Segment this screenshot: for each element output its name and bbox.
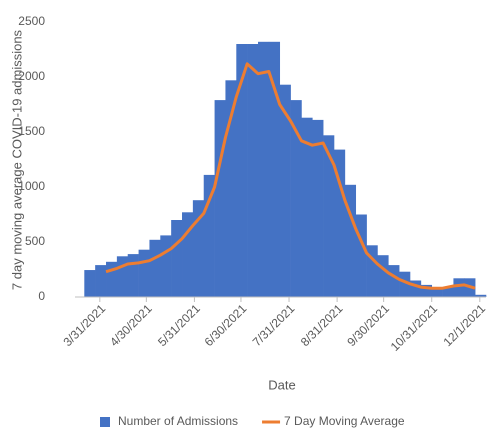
bar: [388, 265, 400, 297]
x-axis-label: Date: [268, 377, 295, 392]
bar: [127, 254, 139, 297]
legend-label: Number of Admissions: [118, 414, 238, 428]
bar: [301, 117, 313, 297]
bar: [268, 41, 281, 297]
bar: [290, 100, 302, 297]
bar: [95, 265, 107, 297]
y-tick-label: 2000: [18, 69, 45, 83]
bar: [453, 278, 465, 297]
x-tick-label: 6/30/2021: [202, 301, 250, 349]
bar: [138, 249, 150, 297]
y-axis-label: 7 day moving average COVID-19 admissions: [9, 29, 24, 290]
bar: [149, 239, 161, 297]
legend-swatch: [100, 417, 110, 427]
x-tick-label: 3/31/2021: [61, 301, 109, 349]
bar: [171, 220, 183, 297]
y-tick-label: 0: [38, 289, 45, 303]
y-tick-label: 1500: [18, 124, 45, 138]
line: [105, 62, 476, 290]
bar: [399, 271, 411, 297]
x-tick-label: 4/30/2021: [107, 301, 155, 349]
bar: [344, 184, 357, 297]
x-tick-label: 9/30/2021: [344, 301, 392, 349]
bar: [192, 200, 205, 297]
x-tick-label: 10/31/2021: [388, 301, 441, 354]
bar: [475, 294, 487, 297]
bar: [420, 284, 433, 297]
bar: [225, 80, 237, 297]
legend-label: 7 Day Moving Average: [284, 414, 405, 428]
bar: [258, 41, 270, 297]
y-tick-label: 500: [25, 234, 45, 248]
x-tick-label: 8/31/2021: [298, 301, 346, 349]
bar: [442, 287, 454, 297]
bar: [236, 44, 248, 297]
bar: [84, 270, 96, 297]
bar: [116, 256, 129, 297]
bar: [323, 135, 335, 297]
x-tick-label: 12/1/2021: [441, 301, 489, 349]
bar: [355, 214, 367, 297]
bar: [279, 84, 291, 297]
y-tick-label: 1000: [18, 179, 45, 193]
bar: [410, 280, 422, 297]
bar: [334, 149, 346, 297]
bar: [377, 255, 389, 297]
bar: [312, 119, 324, 298]
bar: [182, 212, 194, 297]
bar: [203, 174, 215, 297]
bar: [366, 245, 378, 297]
bar: [214, 100, 226, 297]
bar: [431, 287, 443, 297]
bar: [160, 235, 172, 297]
x-tick-label: 7/31/2021: [250, 301, 298, 349]
x-tick-label: 5/31/2021: [155, 301, 203, 349]
y-tick-label: 2500: [18, 14, 45, 28]
bar: [106, 261, 118, 297]
bar: [247, 44, 259, 297]
